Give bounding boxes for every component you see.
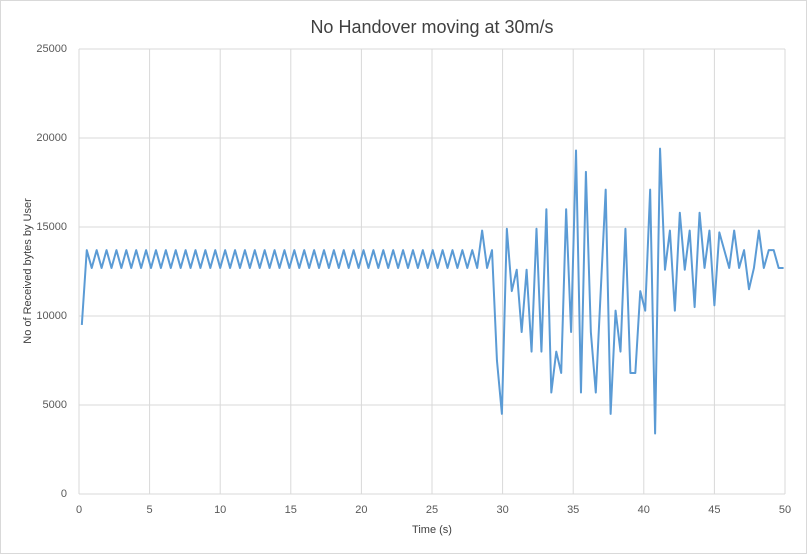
y-tick-label: 25000 [36, 43, 67, 55]
x-tick-label: 20 [355, 504, 367, 516]
x-tick-label: 40 [638, 504, 650, 516]
x-axis-label: Time (s) [412, 524, 452, 536]
x-tick-label: 15 [285, 504, 297, 516]
x-tick-label: 45 [708, 504, 720, 516]
x-tick-label: 0 [76, 504, 82, 516]
x-tick-label: 30 [496, 504, 508, 516]
y-tick-label: 0 [61, 488, 67, 500]
y-axis-label: No of Received bytes by User [22, 198, 34, 344]
x-tick-label: 50 [779, 504, 791, 516]
x-tick-label: 35 [567, 504, 579, 516]
chart-title: No Handover moving at 30m/s [310, 17, 553, 37]
x-tick-label: 10 [214, 504, 226, 516]
x-tick-label: 5 [147, 504, 153, 516]
x-tick-label: 25 [426, 504, 438, 516]
y-tick-label: 10000 [36, 310, 67, 322]
y-tick-label: 5000 [43, 399, 67, 411]
data-line [80, 147, 784, 435]
y-tick-label: 15000 [36, 221, 67, 233]
y-tick-label: 20000 [36, 132, 67, 144]
